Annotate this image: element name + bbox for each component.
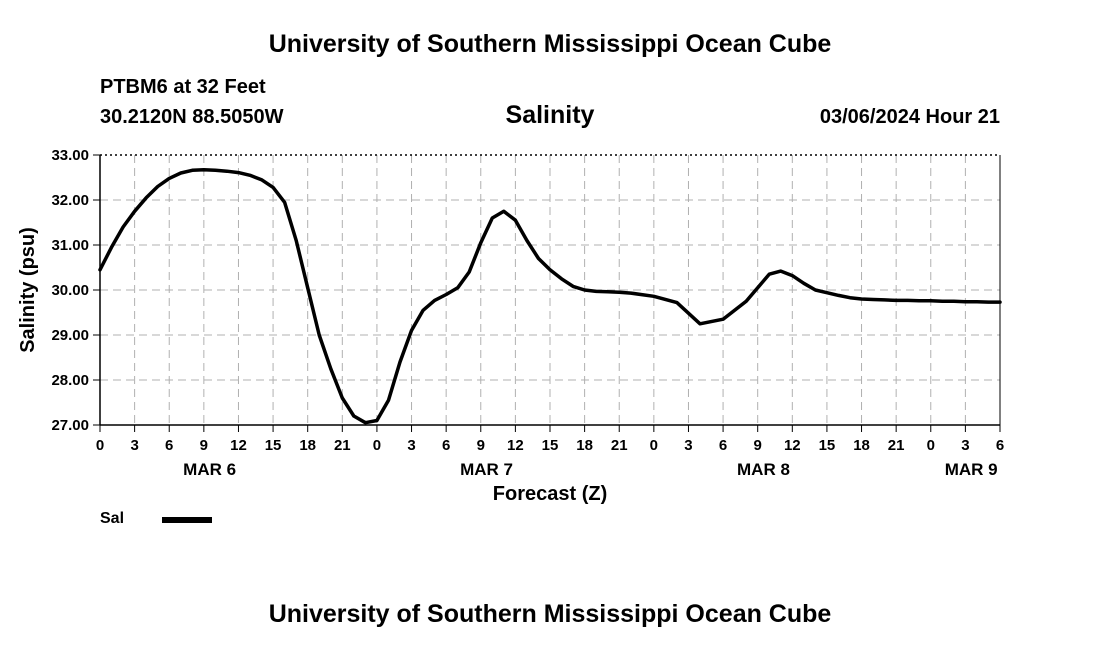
x-tick-label: 0 — [927, 437, 935, 454]
y-tick-label: 27.00 — [51, 417, 89, 434]
x-tick-label: 18 — [853, 437, 870, 454]
station-label: PTBM6 at 32 Feet — [100, 76, 266, 98]
x-tick-label: 0 — [373, 437, 381, 454]
x-tick-label: 15 — [819, 437, 836, 454]
y-tick-label: 30.00 — [51, 282, 89, 299]
x-axis-title: Forecast (Z) — [493, 483, 607, 505]
coordinates-label: 30.2120N 88.5050W — [100, 106, 284, 128]
x-tick-label: 6 — [719, 437, 727, 454]
axes — [93, 154, 1001, 432]
x-tick-label: 0 — [96, 437, 104, 454]
x-tick-label: 21 — [611, 437, 628, 454]
x-tick-label: 12 — [230, 437, 247, 454]
date-label: MAR 8 — [737, 460, 790, 479]
x-tick-label: 3 — [961, 437, 969, 454]
y-tick-label: 32.00 — [51, 192, 89, 209]
x-tick-label: 9 — [200, 437, 208, 454]
date-label: MAR 6 — [183, 460, 236, 479]
chart-subtitle: Salinity — [505, 101, 595, 129]
x-tick-label: 21 — [334, 437, 351, 454]
datetime-label: 03/06/2024 Hour 21 — [819, 106, 1000, 128]
y-tick-label: 33.00 — [51, 147, 89, 164]
legend-label: Sal — [100, 510, 125, 527]
series-layer — [98, 168, 1002, 425]
x-tick-label: 0 — [650, 437, 658, 454]
x-tick-label: 3 — [407, 437, 415, 454]
footer-title: University of Southern Mississippi Ocean… — [268, 600, 832, 628]
x-tick-label: 6 — [442, 437, 450, 454]
x-tick-label: 3 — [130, 437, 138, 454]
axis-labels: 0 3 6 9 12 15 18 21 0 3 6 9 12 15 18 21 0 3 6 9 12 15 18 21 0 3 6 2… — [17, 147, 1004, 505]
x-tick-label: 21 — [888, 437, 905, 454]
x-tick-label: 12 — [507, 437, 524, 454]
y-tick-label: 29.00 — [51, 327, 89, 344]
y-tick-label: 28.00 — [51, 372, 89, 389]
y-tick-label: 31.00 — [51, 237, 89, 254]
series-line-sal — [98, 168, 1002, 425]
x-tick-label: 6 — [996, 437, 1004, 454]
grid — [100, 155, 1000, 425]
x-tick-label: 15 — [542, 437, 559, 454]
x-tick-label: 15 — [265, 437, 282, 454]
date-label: MAR 9 — [945, 460, 998, 479]
legend-swatch — [162, 517, 212, 523]
y-axis-title: Salinity (psu) — [17, 227, 39, 353]
date-label: MAR 7 — [460, 460, 513, 479]
x-tick-label: 9 — [754, 437, 762, 454]
x-tick-label: 18 — [299, 437, 316, 454]
page-title: University of Southern Mississippi Ocean… — [268, 30, 832, 58]
x-tick-label: 18 — [576, 437, 593, 454]
x-tick-label: 12 — [784, 437, 801, 454]
x-tick-label: 3 — [684, 437, 692, 454]
x-tick-label: 6 — [165, 437, 173, 454]
x-tick-label: 9 — [477, 437, 485, 454]
